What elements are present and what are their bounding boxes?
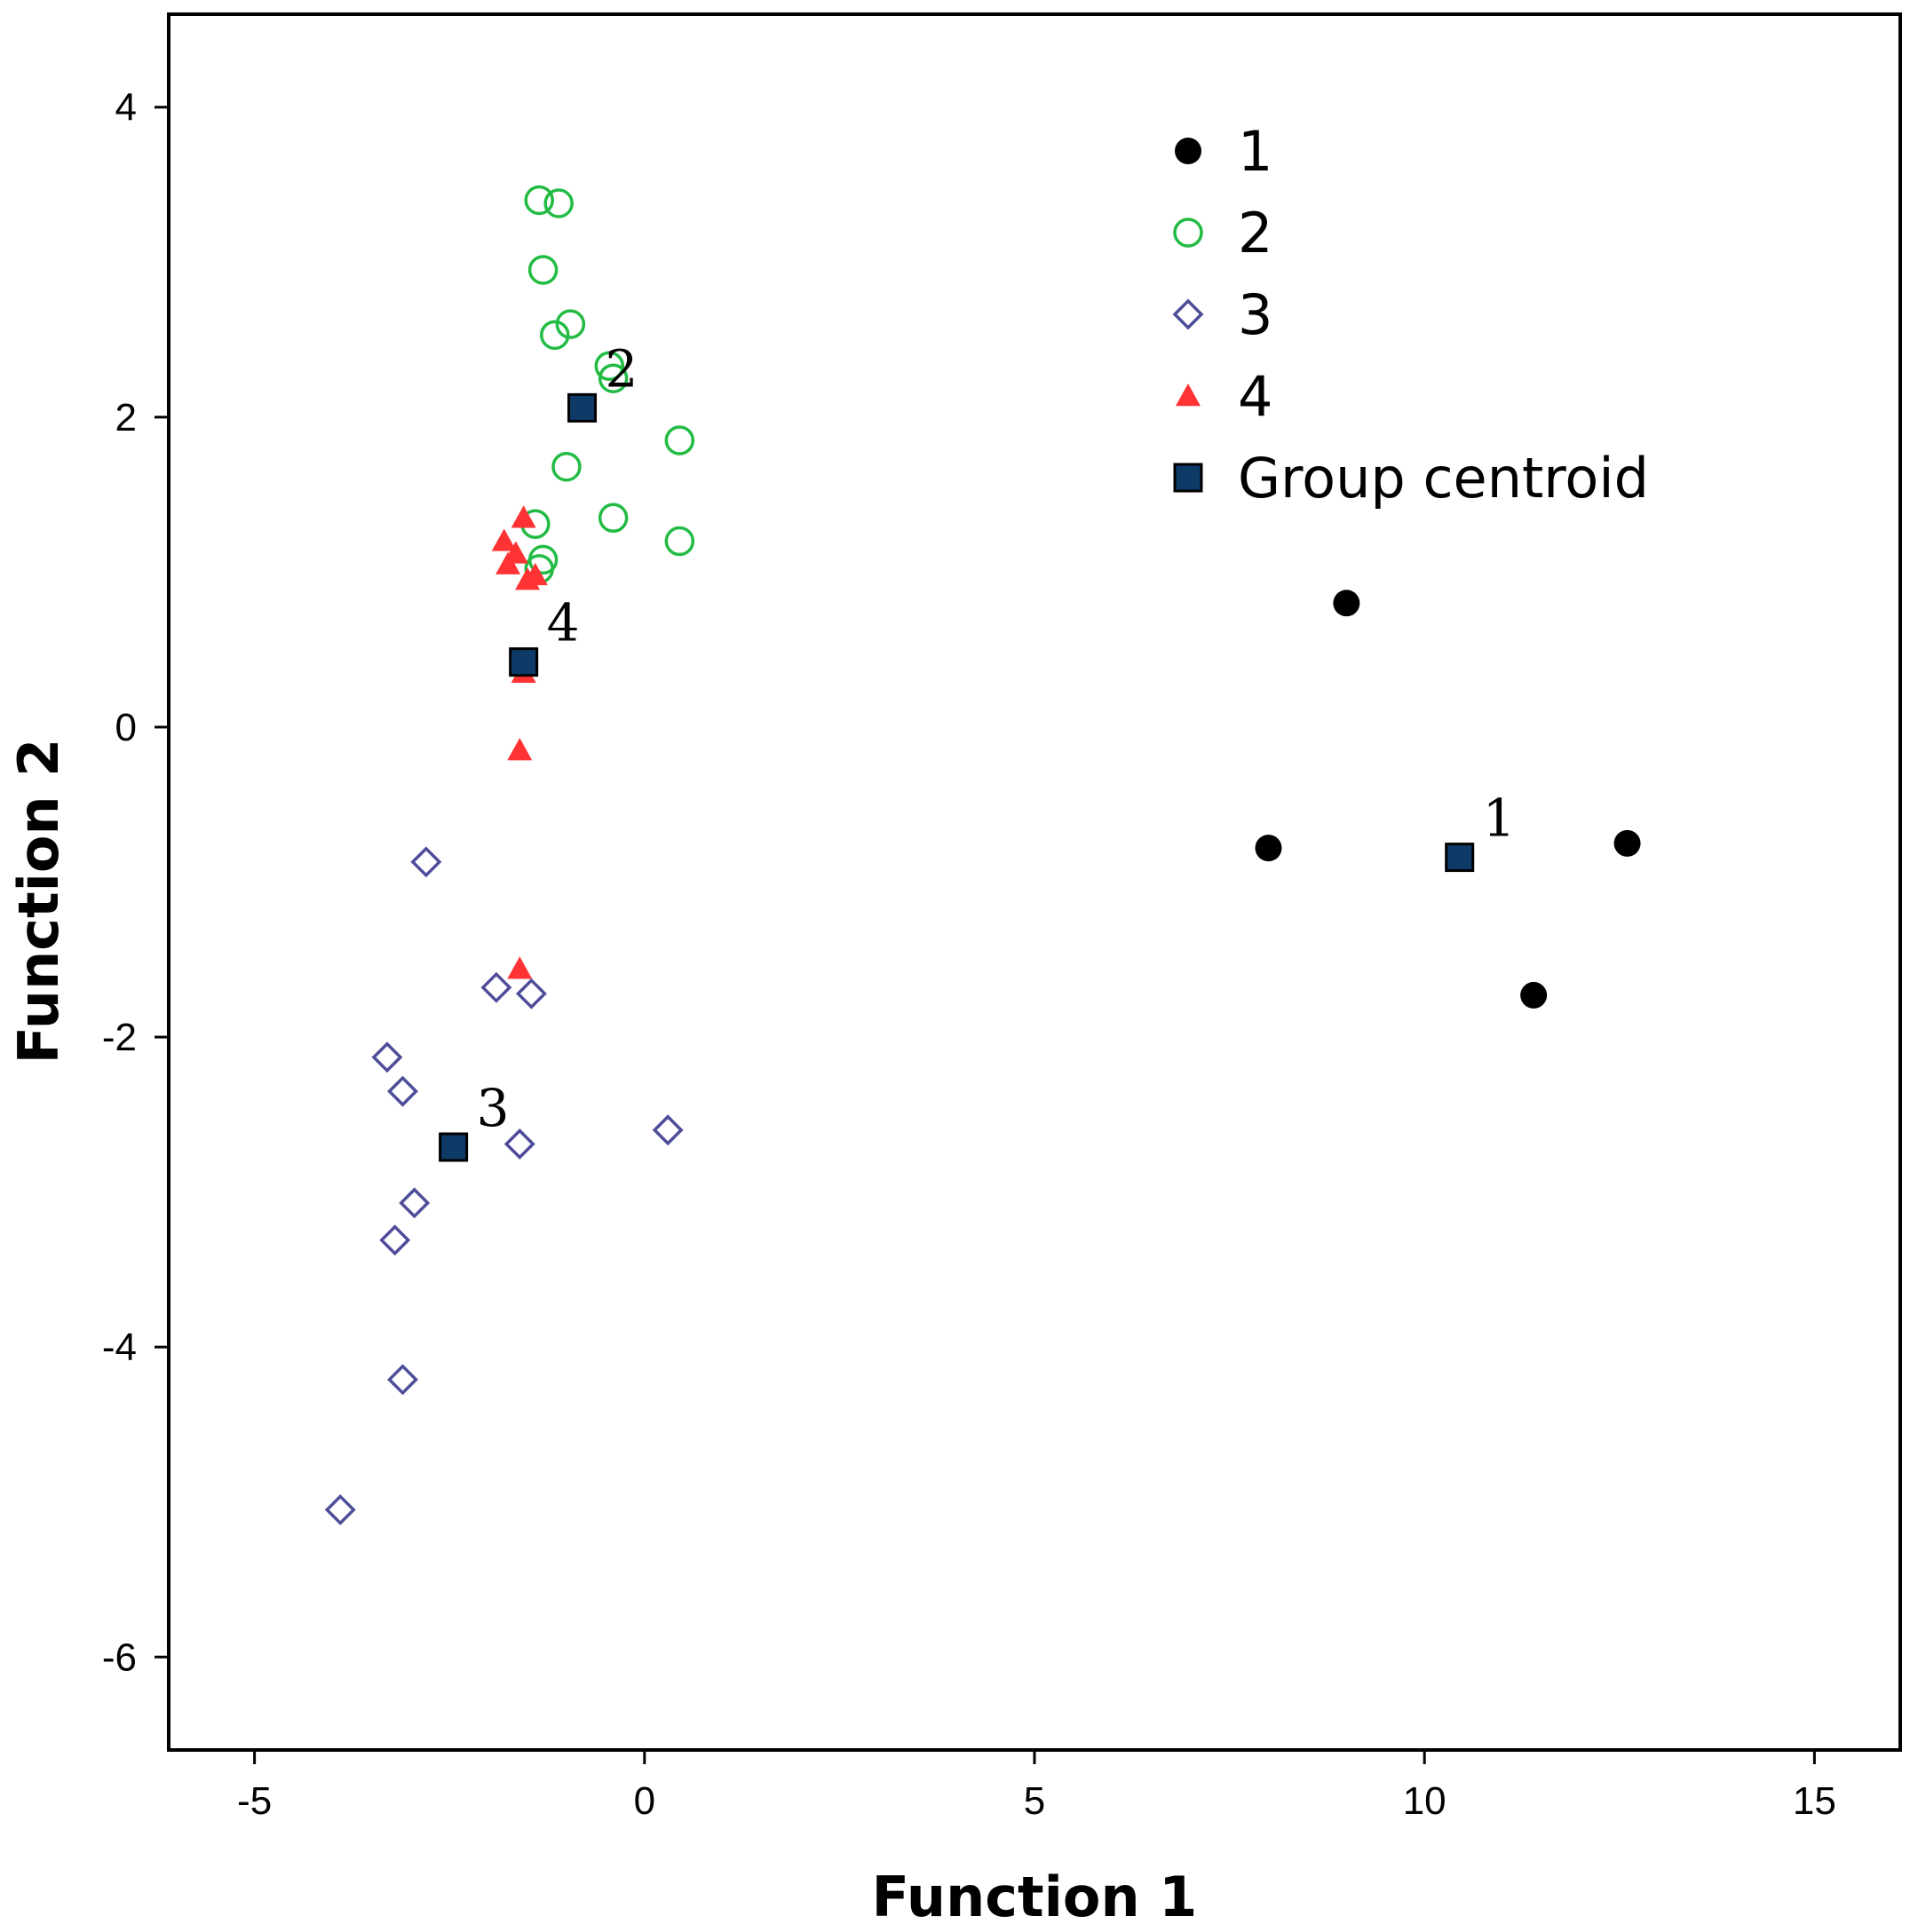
group-2-point: [555, 309, 586, 339]
x-tick-label: 0: [634, 1779, 655, 1823]
group-3-point: [399, 1187, 431, 1219]
centroid-1-marker: [1445, 843, 1475, 873]
legend-group-1-marker: [1175, 138, 1201, 164]
x-tick-label: 15: [1793, 1779, 1836, 1823]
x-tick-label: 10: [1403, 1779, 1446, 1823]
group-2-point: [594, 351, 625, 381]
plot-frame: [167, 12, 1902, 1752]
group-2-point: [598, 503, 629, 534]
legend-entry: 1: [1175, 119, 1272, 184]
y-tick-label: 4: [115, 86, 137, 130]
group-3-point: [379, 1224, 411, 1256]
group-1-point: [1520, 981, 1548, 1009]
group-2-point: [540, 320, 570, 351]
group-3-point: [387, 1075, 418, 1107]
group-3-point: [324, 1493, 356, 1525]
y-tick-label: 0: [115, 706, 137, 749]
x-axis-title: Function 1: [872, 1865, 1198, 1929]
group-2-point: [524, 185, 554, 216]
legend-label: 4: [1238, 364, 1272, 429]
centroid-4-label: 4: [547, 593, 580, 653]
legend-group-3-marker: [1172, 298, 1204, 330]
legend-group-2-marker: [1173, 218, 1203, 248]
group-3-point: [387, 1364, 418, 1396]
legend-label: Group centroid: [1238, 446, 1649, 511]
legend-entry: 2: [1173, 201, 1272, 265]
group-2-point: [598, 363, 629, 393]
group-4-point: [507, 738, 533, 761]
group-2-point: [664, 425, 695, 455]
legend-label: 2: [1238, 201, 1272, 265]
y-tick-label: 2: [115, 396, 137, 439]
data-points: [324, 185, 1641, 1525]
y-axis: -6 -4 -2 0 2 4: [102, 86, 169, 1679]
group-1-point: [1333, 590, 1360, 617]
x-axis: -5 0 5 10 15: [237, 1750, 1836, 1823]
group-1-point: [1255, 835, 1282, 862]
group-centroids: 1 2 3 4: [439, 338, 1516, 1162]
y-tick-label: -6: [102, 1635, 137, 1679]
group-3-point: [480, 971, 512, 1003]
centroid-3-marker: [439, 1132, 469, 1162]
legend: 1 2 3 4 Group centroid: [1172, 119, 1649, 511]
group-2-point: [527, 255, 559, 285]
x-tick-label: -5: [237, 1779, 272, 1823]
group-2-point: [551, 451, 582, 482]
legend-group-4-marker: [1176, 384, 1201, 407]
group-3-point: [515, 978, 547, 1010]
centroid-1-label: 1: [1483, 788, 1516, 849]
group-2-point: [664, 526, 695, 557]
centroid-4-marker: [509, 647, 539, 677]
group-2-point: [543, 188, 574, 218]
legend-entry: 3: [1172, 282, 1272, 347]
group-3-point: [410, 846, 442, 878]
legend-entry: 4: [1176, 364, 1272, 429]
group-4-point: [495, 551, 521, 574]
y-tick-label: -4: [102, 1326, 137, 1369]
y-tick-label: -2: [102, 1016, 137, 1059]
group-3-point: [503, 1128, 535, 1160]
legend-centroid-marker: [1173, 463, 1203, 493]
group-3-point: [371, 1041, 403, 1073]
legend-label: 1: [1238, 119, 1272, 184]
centroid-3-label: 3: [477, 1078, 510, 1138]
group-3-point: [652, 1114, 684, 1146]
group-4-point: [511, 505, 536, 528]
centroid-2-marker: [567, 392, 598, 423]
group-4-point: [507, 956, 533, 979]
legend-label: 3: [1238, 282, 1272, 347]
group-4-point: [515, 567, 541, 590]
group-1-point: [1613, 829, 1641, 857]
group-4-point: [491, 528, 517, 551]
centroid-2-label: 2: [606, 338, 638, 399]
legend-entry: Group centroid: [1173, 446, 1649, 511]
y-axis-title: Function 2: [6, 739, 71, 1065]
x-tick-label: 5: [1024, 1779, 1045, 1823]
